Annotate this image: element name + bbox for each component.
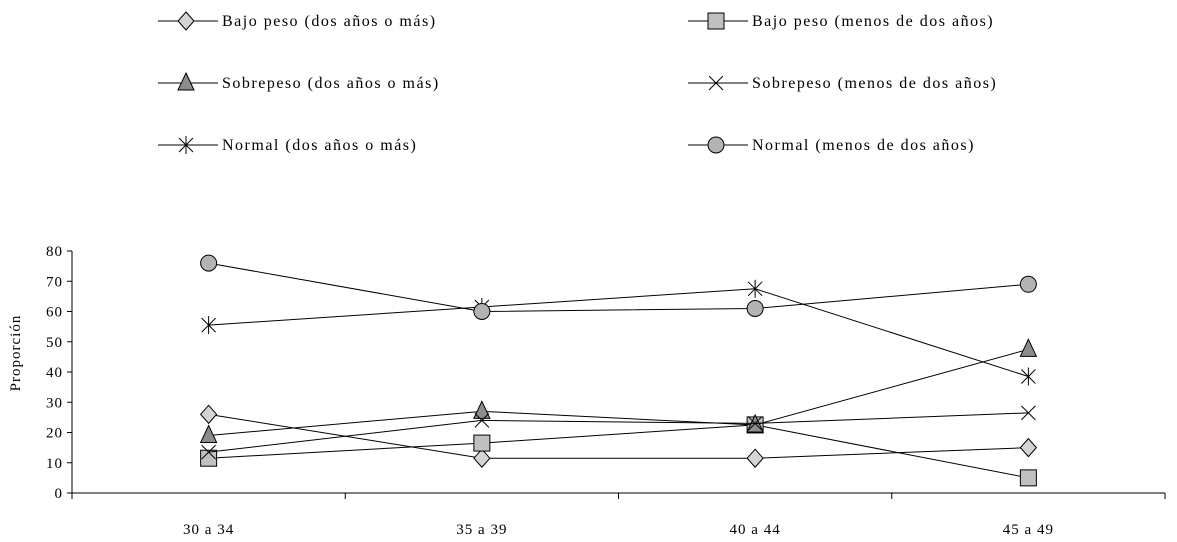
- x-tick-label: 30 a 34: [183, 522, 234, 538]
- data-point-triangle: [199, 424, 218, 444]
- legend-item: Sobrepeso (menos de dos años): [688, 75, 997, 92]
- series-layer: [199, 254, 1038, 487]
- series-diamond: [199, 404, 1038, 468]
- series-triangle: [199, 338, 1038, 444]
- series-line: [208, 262, 1029, 313]
- data-point-square: [473, 434, 491, 452]
- data-point-triangle: [473, 400, 491, 419]
- y-tick-label: 80: [46, 244, 63, 260]
- legend-item: Sobrepeso (dos años o más): [158, 71, 440, 92]
- legend-label: Bajo peso (menos de dos años): [752, 13, 994, 30]
- data-point-circle: [746, 299, 764, 317]
- x-tick-label: 35 a 39: [456, 522, 507, 538]
- legend-label: Normal (menos de dos años): [752, 137, 975, 154]
- data-point-asterisk: [1021, 367, 1036, 386]
- x-tick-label: 45 a 49: [1003, 522, 1054, 538]
- series-x: [201, 405, 1036, 460]
- legend-marker-x: [708, 75, 724, 91]
- y-tick-label: 50: [46, 335, 63, 351]
- y-tick-label: 30: [46, 395, 63, 411]
- data-point-diamond: [1019, 437, 1038, 458]
- y-tick-label: 60: [46, 305, 63, 321]
- legend-marker-asterisk: [178, 136, 194, 154]
- data-point-asterisk: [201, 316, 216, 335]
- legend-label: Normal (dos años o más): [222, 137, 417, 154]
- series-line: [208, 424, 1029, 479]
- data-point-circle: [473, 303, 491, 320]
- y-tick-label: 40: [46, 365, 63, 381]
- data-point-diamond: [473, 448, 491, 468]
- data-point-circle: [1019, 275, 1037, 293]
- legend-label: Sobrepeso (menos de dos años): [752, 75, 997, 92]
- data-point-diamond: [199, 404, 218, 425]
- series-square: [200, 416, 1037, 487]
- y-tick-label: 70: [46, 274, 63, 290]
- legend-marker-circle: [707, 136, 725, 154]
- axes: 0 10 20 30 40 50 60 70 80 30 a 34 35 a 39 40 a 44 45…: [46, 244, 1166, 538]
- legend-item: Normal (menos de dos años): [688, 136, 975, 154]
- legend-item: Normal (dos años o más): [158, 136, 417, 154]
- data-point-diamond: [746, 448, 764, 468]
- y-tick-label: 10: [46, 456, 63, 472]
- data-point-x: [474, 413, 490, 428]
- data-point-triangle: [1019, 338, 1038, 357]
- series-line: [208, 348, 1029, 437]
- legend-marker-square: [707, 12, 725, 30]
- legend-marker-triangle: [177, 71, 195, 91]
- data-point-square: [200, 449, 218, 467]
- y-tick-label: 20: [46, 426, 63, 442]
- legend-item: Bajo peso (menos de dos años): [688, 12, 994, 30]
- legend-label: Sobrepeso (dos años o más): [222, 75, 440, 92]
- data-point-x: [201, 444, 216, 460]
- legend: Bajo peso (dos años o más) Bajo peso (men…: [158, 11, 997, 154]
- x-tick-label: 40 a 44: [730, 522, 781, 538]
- y-axis-title: Proporción: [8, 315, 24, 392]
- data-point-x: [747, 416, 763, 431]
- series-line: [208, 288, 1029, 378]
- series-circle: [200, 254, 1037, 320]
- y-tick-label: 0: [55, 486, 64, 502]
- legend-item: Bajo peso (dos años o más): [158, 11, 437, 31]
- legend-marker-diamond: [177, 11, 195, 31]
- series-asterisk: [201, 279, 1036, 386]
- data-point-square: [1019, 469, 1037, 487]
- data-point-x: [1021, 405, 1036, 421]
- data-point-circle: [200, 254, 218, 272]
- legend-label: Bajo peso (dos años o más): [222, 13, 437, 30]
- data-point-asterisk: [747, 279, 763, 298]
- series-line: [208, 412, 1029, 453]
